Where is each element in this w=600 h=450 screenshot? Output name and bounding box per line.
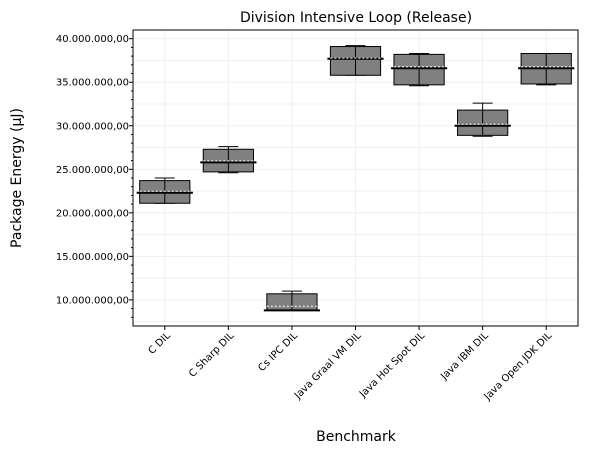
x-tick-label: C DIL bbox=[146, 330, 173, 357]
boxes-layer bbox=[136, 45, 575, 312]
y-axis: 10.000.000,00 15.000.000,00 20.000.000,00 2… bbox=[56, 34, 133, 318]
box-cs-ipc-dil bbox=[263, 290, 321, 312]
x-tick-label: C Sharp DIL bbox=[187, 330, 237, 380]
box-c-sharp-dil bbox=[200, 146, 257, 174]
x-tick-label: Java IBM DIL bbox=[438, 330, 491, 383]
x-axis-title: Benchmark bbox=[316, 429, 397, 445]
x-tick-label: Java Hot Spot DIL bbox=[357, 330, 427, 400]
y-tick-label: 40.000.000,00 bbox=[56, 34, 129, 45]
x-tick-label: Java Graal VM DIL bbox=[292, 330, 364, 402]
y-tick-label: 25.000.000,00 bbox=[56, 165, 129, 176]
y-axis-title: Package Energy (µJ) bbox=[9, 108, 25, 248]
y-tick-label: 15.000.000,00 bbox=[56, 252, 129, 263]
y-tick-label: 35.000.000,00 bbox=[56, 78, 129, 89]
x-tick-label: Java Open JDK DIL bbox=[482, 330, 555, 403]
y-tick-label: 30.000.000,00 bbox=[56, 121, 129, 132]
box-java-ibm-dil bbox=[454, 102, 511, 137]
chart-title: Division Intensive Loop (Release) bbox=[240, 10, 472, 26]
box-java-graal-vm-dil bbox=[327, 45, 384, 76]
box-java-open-jdk-dil bbox=[518, 53, 575, 86]
y-tick-label: 20.000.000,00 bbox=[56, 208, 129, 219]
box-java-hot-spot-dil bbox=[390, 53, 448, 87]
x-tick-label: Cs IPC DIL bbox=[256, 330, 300, 374]
y-tick-label: 10.000.000,00 bbox=[56, 295, 129, 306]
box-c-dil bbox=[136, 177, 193, 204]
